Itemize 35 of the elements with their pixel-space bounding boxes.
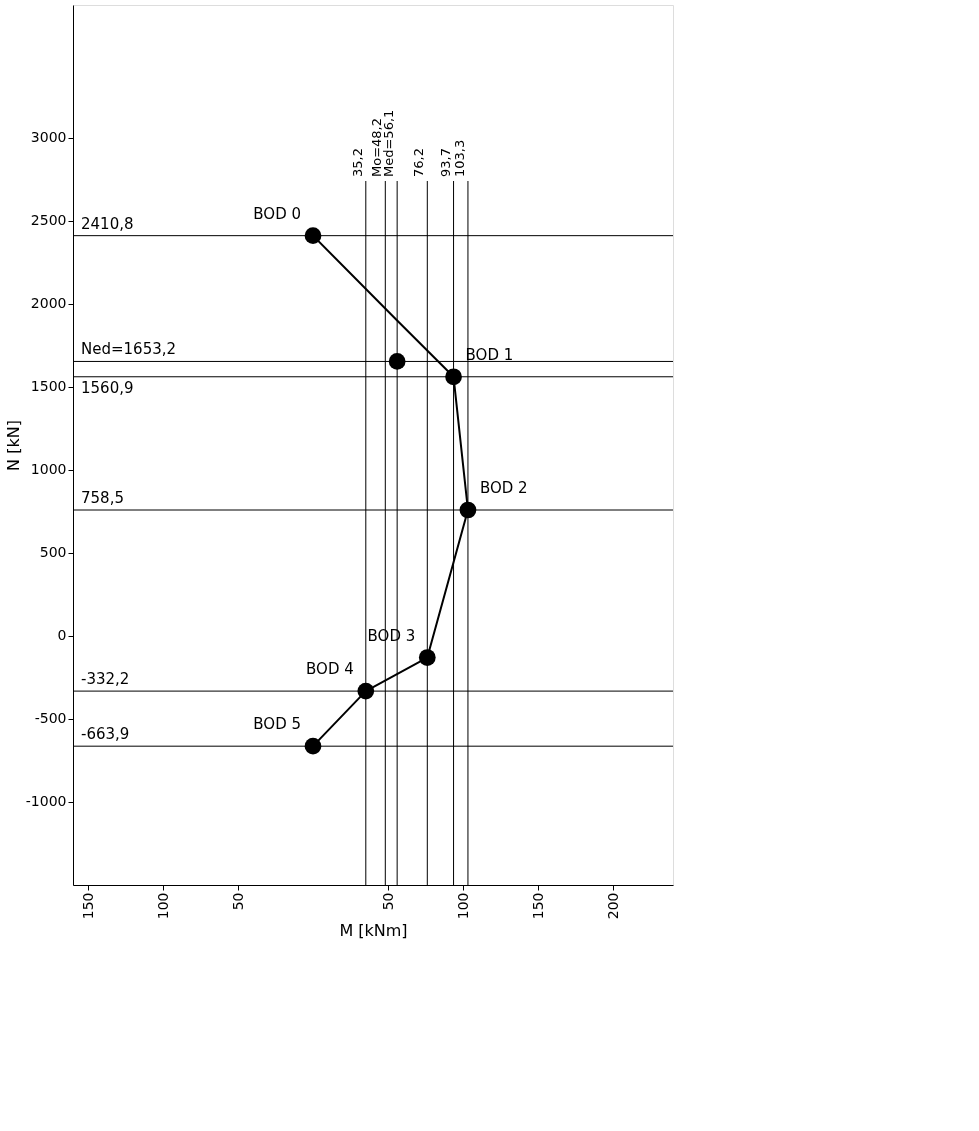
annotation: BOD 0: [253, 204, 301, 223]
x-tick-label: 150: [529, 892, 546, 920]
x-tick-label: 50: [379, 892, 396, 911]
y-tick-label: 1500: [30, 378, 67, 395]
x-tick-label: 100: [454, 892, 471, 920]
ref-line-label: 2410,8: [81, 214, 134, 233]
y-tick-label: 500: [39, 544, 67, 561]
y-axis-title: N [kN]: [3, 420, 23, 471]
ref-line-label: 103,3: [451, 139, 467, 177]
annotation: BOD 4: [306, 660, 354, 679]
annotation: BOD 5: [253, 715, 301, 734]
x-tick-label: 50: [229, 892, 246, 911]
ref-line-label: 76,2: [411, 148, 427, 177]
ref-line-label: 35,2: [349, 148, 365, 177]
x-tick-label: 150: [79, 892, 96, 920]
ref-line-label: Ned=1653,2: [81, 340, 177, 359]
ref-line-label: 758,5: [81, 489, 124, 507]
ref-line-label: -332,2: [81, 670, 130, 689]
y-tick-label: 2500: [30, 212, 67, 229]
point: [418, 649, 436, 666]
y-tick-label: 2000: [30, 295, 67, 312]
x-tick-label: 100: [154, 892, 171, 920]
y-tick-label: -1000: [25, 793, 67, 810]
ref-line-label: -663,9: [81, 725, 130, 744]
x-tick-label: 200: [604, 892, 621, 920]
y-tick-label: 0: [57, 627, 67, 644]
y-tick-label: 1000: [30, 461, 67, 478]
y-tick-label: -500: [34, 710, 67, 727]
ref-line-label: 93,7: [437, 148, 453, 177]
x-axis-title: M [kNm]: [339, 921, 408, 941]
ref-line-label: Med=56,1: [381, 109, 397, 177]
annotation: BOD 2: [479, 479, 528, 497]
y-tick-label: 3000: [30, 129, 67, 146]
point: [304, 227, 322, 245]
ref-line-label: 1560,9: [81, 378, 134, 397]
